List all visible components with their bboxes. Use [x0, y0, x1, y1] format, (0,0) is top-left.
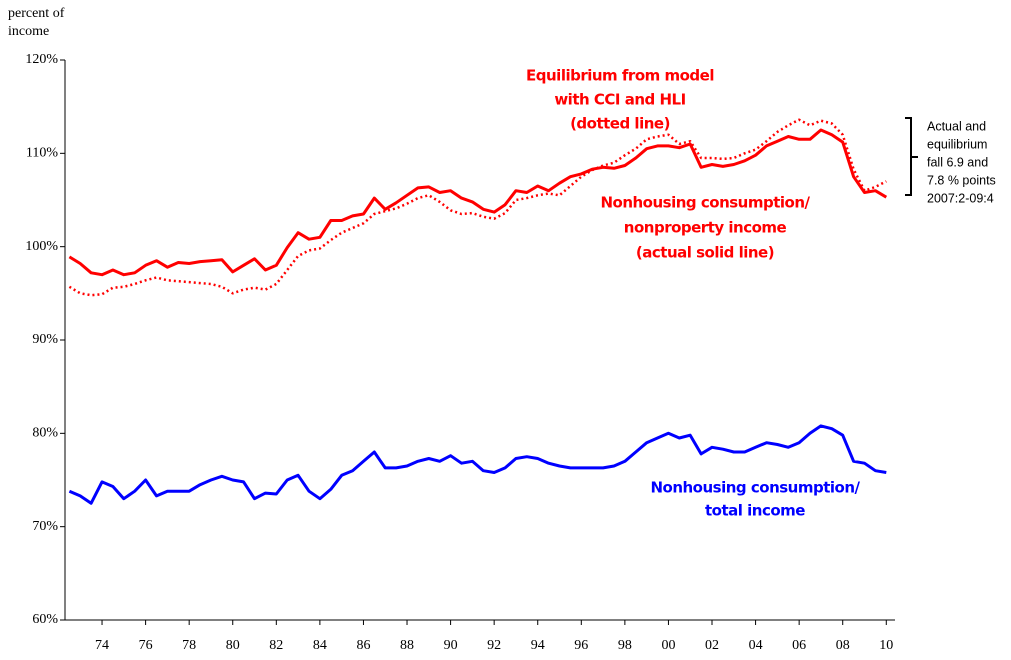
annotation: fall 6.9 and	[927, 155, 988, 169]
x-tick-label: 74	[95, 638, 109, 653]
annotation: 7.8 % points	[927, 173, 996, 187]
x-tick-label: 88	[400, 638, 414, 653]
annotation: (actual solid line)	[636, 244, 774, 262]
y-tick-label: 110%	[26, 146, 58, 161]
x-tick-label: 82	[269, 638, 283, 653]
annotation: (dotted line)	[570, 115, 670, 133]
x-tick-label: 78	[182, 638, 196, 653]
y-tick-label: 80%	[32, 426, 58, 441]
annotation: nonproperty income	[624, 219, 787, 237]
y-tick-label: 60%	[32, 612, 58, 627]
y-axis-label: percent of	[8, 6, 65, 21]
x-tick-label: 94	[531, 638, 545, 653]
x-tick-label: 92	[487, 638, 501, 653]
x-tick-label: 02	[705, 638, 719, 653]
annotation: Actual and	[927, 119, 986, 133]
series-line	[68, 128, 888, 277]
series-line	[68, 118, 887, 297]
annotation: Nonhousing consumption/	[650, 479, 860, 497]
y-tick-label: 70%	[32, 519, 58, 534]
annotation: total income	[705, 502, 805, 520]
annotation: with CCI and HLI	[554, 91, 685, 109]
annotation: 2007:2-09:4	[927, 191, 994, 205]
bracket	[905, 117, 918, 196]
x-tick-label: 98	[618, 638, 632, 653]
y-tick-label: 90%	[32, 332, 58, 347]
series-line	[68, 424, 887, 505]
y-axis-label: income	[8, 24, 49, 39]
annotation: equilibrium	[927, 137, 987, 151]
y-tick-label: 120%	[25, 52, 58, 67]
x-tick-label: 86	[356, 638, 370, 653]
annotation: Nonhousing consumption/	[600, 194, 810, 212]
x-tick-label: 06	[792, 638, 806, 653]
x-tick-label: 00	[661, 638, 675, 653]
x-tick-label: 08	[836, 638, 850, 653]
y-tick-label: 100%	[25, 239, 58, 254]
x-tick-label: 80	[226, 638, 240, 653]
x-tick-label: 04	[749, 638, 763, 653]
x-tick-label: 76	[139, 638, 153, 653]
x-tick-label: 10	[879, 638, 893, 653]
x-tick-label: 90	[444, 638, 458, 653]
x-tick-label: 84	[313, 638, 327, 653]
annotation: Equilibrium from model	[526, 67, 714, 85]
x-tick-label: 96	[574, 638, 588, 653]
